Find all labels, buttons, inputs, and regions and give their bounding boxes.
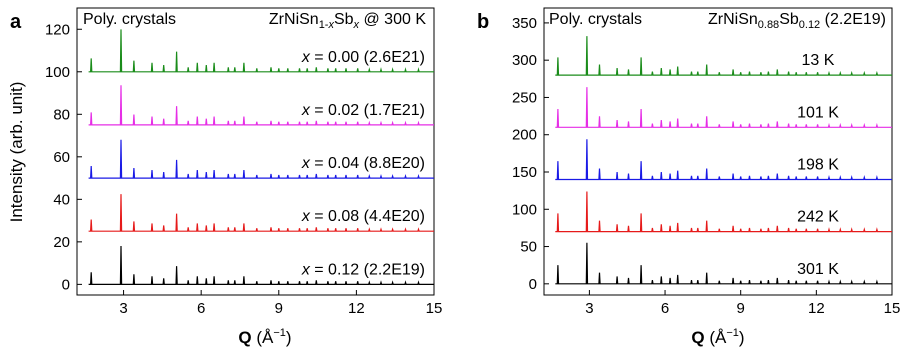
panel-b-ytick-label: 0 — [529, 276, 537, 293]
panel-b-ytick-label: 50 — [520, 239, 537, 256]
panel-a-ytick-label: 0 — [62, 276, 70, 293]
panel-b-traces — [555, 36, 892, 285]
panel-a-xtick-label: 15 — [426, 300, 443, 317]
panel-b-title-right: ZrNiSn0.88Sb0.12 (2.2E19) — [708, 11, 886, 31]
panel-a-title-right: ZrNiSn1-xSbx @ 300 K — [269, 11, 426, 31]
panel-b-ytick-label: 250 — [512, 89, 537, 106]
panel-a-xtick-label: 3 — [119, 300, 127, 317]
panel-a-trace-line — [88, 85, 434, 126]
panel-b-series-label: 13 K — [802, 52, 835, 69]
panel-b-trace-line — [555, 191, 892, 233]
panel-a-ytick-label: 20 — [53, 234, 70, 251]
panel-a-ytick-label: 60 — [53, 149, 70, 166]
panel-a-trace-line — [88, 194, 434, 232]
panel-b-ytick-label: 150 — [512, 164, 537, 181]
panel-b-trace-line — [555, 36, 892, 76]
panel-b-trace-line — [555, 139, 892, 181]
panel-b-ytick-label: 100 — [512, 201, 537, 218]
panel-b-series-4 — [555, 242, 892, 285]
panel-a-series-label: x = 0.00 (2.6E21) — [301, 49, 425, 66]
panel-a-series-labels: x = 0.00 (2.6E21) x = 0.02 (1.7E21) x = 0.… — [301, 49, 425, 279]
panel-a-series-label: x = 0.12 (2.2E19) — [301, 261, 425, 278]
panel-b-xtick-label: 12 — [808, 300, 825, 317]
panel-a-letter: a — [10, 11, 22, 33]
panel-a-traces — [88, 29, 434, 285]
panel-a-series-2 — [88, 139, 434, 179]
panel-b-letter: b — [477, 11, 489, 33]
panel-a-title-left: Poly. crystals — [83, 11, 176, 28]
panel-b-series-label: 301 K — [797, 261, 839, 278]
panel-a-series-label: x = 0.08 (4.4E20) — [301, 208, 425, 225]
panel-a-ytick-label: 100 — [45, 64, 70, 81]
panel-a-series-label: x = 0.02 (1.7E21) — [301, 102, 425, 119]
panel-a-series-0 — [88, 29, 434, 73]
panel-a-ticks: 3 6 9 12 15 0 20 40 60 80 100 120 — [45, 21, 442, 317]
panel-a-ytick-label: 80 — [53, 106, 70, 123]
panel-a-xtick-label: 9 — [275, 300, 283, 317]
panel-a-trace-line — [88, 29, 434, 73]
panel-a-series-1 — [88, 85, 434, 126]
panel-b-series-label: 101 K — [797, 104, 839, 121]
panel-a-xlabel: Q (Å−1) — [238, 327, 291, 347]
panel-b-xtick-label: 3 — [585, 300, 593, 317]
panel-a-ylabel: Intensity (arb. unit) — [7, 82, 26, 223]
panel-b-xtick-label: 6 — [661, 300, 669, 317]
panel-b-xtick-label: 9 — [737, 300, 745, 317]
panel-b-trace-line — [555, 242, 892, 285]
panel-b-ytick-label: 200 — [512, 127, 537, 144]
panel-a-trace-line — [88, 245, 434, 285]
panel-b-series-2 — [555, 139, 892, 181]
panel-a-trace-line — [88, 139, 434, 179]
panel-a-series-3 — [88, 194, 434, 232]
panel-a-xtick-label: 12 — [348, 300, 365, 317]
panel-b-trace-line — [555, 87, 892, 128]
panel-a-ytick-label: 120 — [45, 21, 70, 38]
panel-b-series-1 — [555, 87, 892, 128]
panel-b-plot-frame — [543, 7, 893, 296]
panel-a-xtick-label: 6 — [197, 300, 205, 317]
panel-b-series-0 — [555, 36, 892, 76]
panel-b-series-label: 198 K — [797, 156, 839, 173]
panel-b-series-3 — [555, 191, 892, 233]
panel-a-series-4 — [88, 245, 434, 285]
panel-b-series-label: 242 K — [797, 209, 839, 226]
panel-b-xtick-label: 15 — [884, 300, 901, 317]
panel-a-ytick-label: 40 — [53, 191, 70, 208]
panel-b-title-left: Poly. crystals — [549, 11, 642, 28]
panel-b-ytick-label: 300 — [512, 52, 537, 69]
panel-b-xlabel: Q (Å−1) — [691, 327, 744, 347]
panel-b-ytick-label: 350 — [512, 15, 537, 32]
panel-a-plot-frame — [76, 7, 435, 296]
panel-b-series-labels: 13 K 101 K 198 K 242 K 301 K — [797, 52, 839, 278]
panel-a-series-label: x = 0.04 (8.8E20) — [301, 155, 425, 172]
